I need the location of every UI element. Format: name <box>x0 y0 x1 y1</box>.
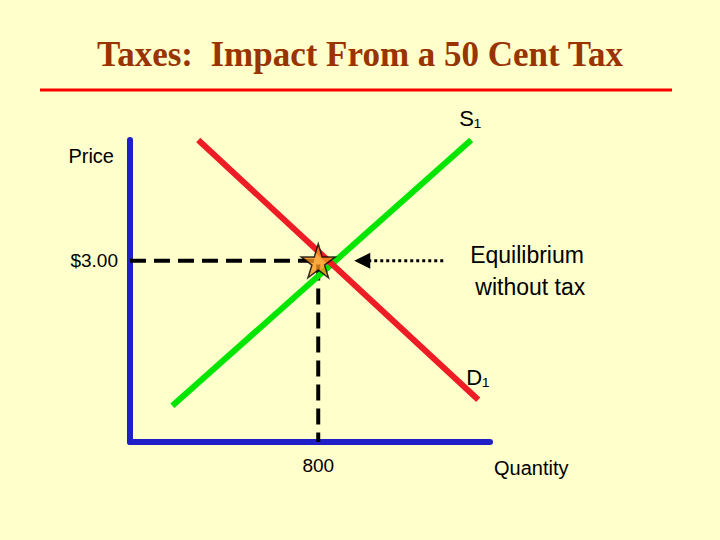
svg-text:D₁: D₁ <box>466 365 489 390</box>
svg-text:Equilibrium: Equilibrium <box>470 242 590 268</box>
svg-text:800: 800 <box>302 455 334 476</box>
svg-text:$3.00: $3.00 <box>70 250 118 271</box>
svg-text:S₁: S₁ <box>459 106 481 131</box>
svg-text:Taxes: Impact From a 50 Cent: Taxes: Impact From a 50 Cent Tax <box>97 35 623 74</box>
svg-text:Quantity: Quantity <box>494 457 568 479</box>
svg-text:Price: Price <box>68 145 114 167</box>
svg-text:without tax: without tax <box>474 274 585 300</box>
